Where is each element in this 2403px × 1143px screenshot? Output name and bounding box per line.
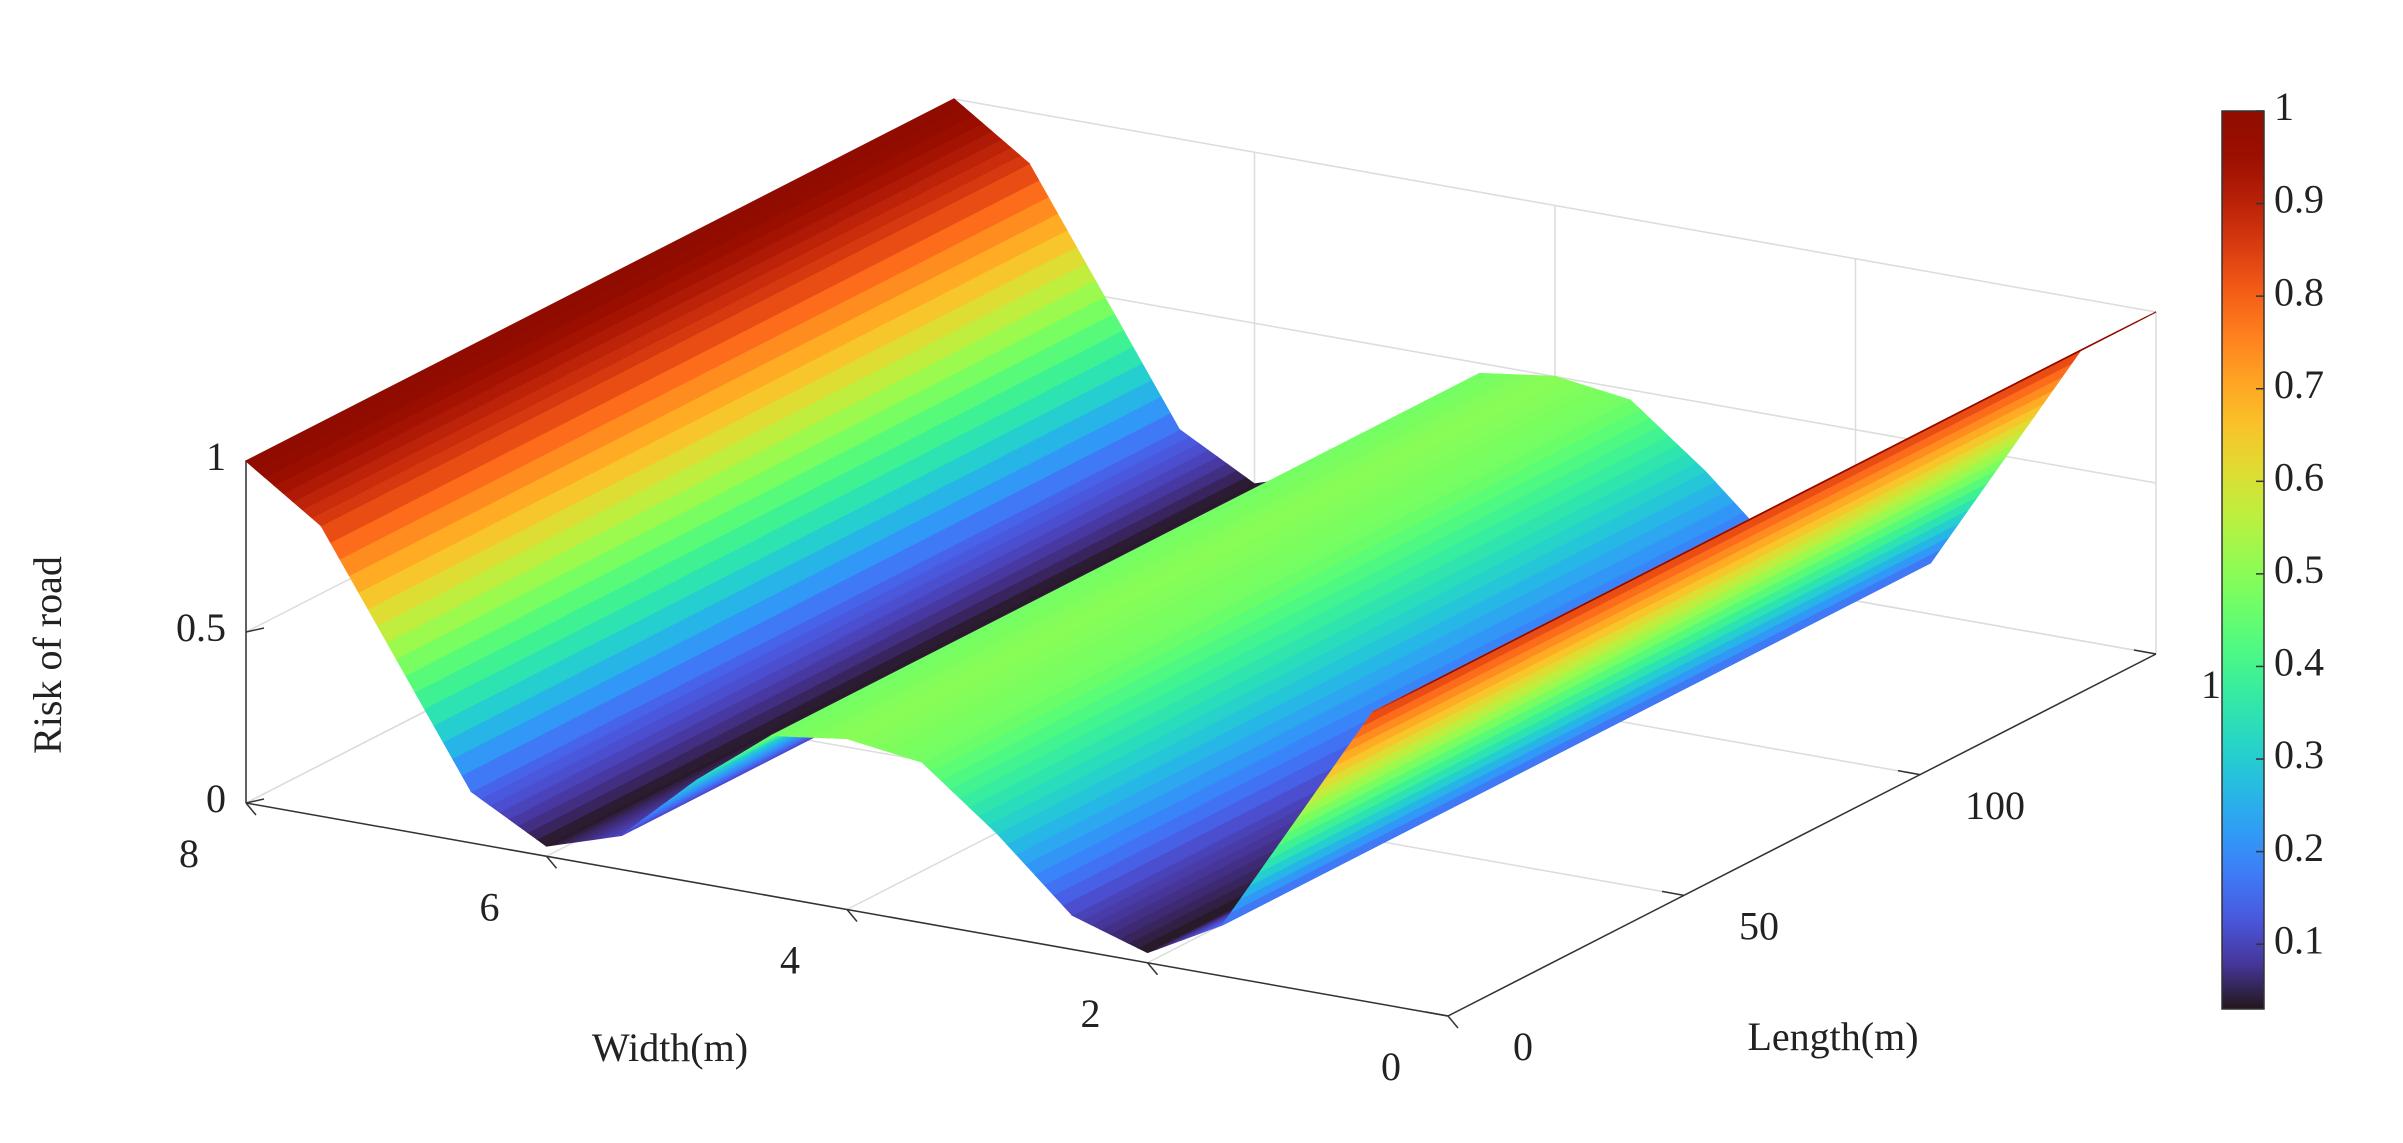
y-tick-label: 100	[1965, 783, 2025, 828]
x-tick-label: 4	[780, 938, 800, 983]
colorbar-tick-label: 0.9	[2274, 177, 2324, 222]
x-axis-label: Width(m)	[592, 1025, 748, 1070]
y-tick	[1661, 890, 1685, 897]
x-tick	[846, 909, 858, 922]
colorbar-tick-label: 1	[2274, 84, 2294, 129]
surface-patch	[1438, 311, 2157, 680]
x-tick	[545, 855, 558, 869]
z-tick	[245, 798, 265, 804]
colorbar-tick-label: 0.5	[2274, 547, 2324, 592]
y-tick	[2133, 649, 2157, 655]
x-tick	[1146, 962, 1159, 976]
x-tick-label: 8	[179, 831, 199, 876]
z-tick-label: 0	[206, 776, 226, 821]
surface-patch	[845, 375, 1566, 743]
surface-patch	[244, 98, 965, 470]
z-tick-label: 1	[206, 434, 226, 479]
z-tick	[245, 627, 265, 633]
z-tick-label: 0.5	[176, 605, 226, 650]
colorbar-tick-label: 0.8	[2274, 269, 2324, 314]
x-tick	[245, 802, 257, 816]
colorbar-tick-label: 0.4	[2274, 640, 2324, 685]
x-tick-label: 6	[480, 884, 500, 929]
colorbar-tick-label: 0.2	[2274, 825, 2324, 870]
y-tick-label: 0	[1513, 1024, 1533, 1069]
colorbar	[2221, 110, 2265, 1010]
colorbar-tick-label: 0.6	[2274, 454, 2324, 499]
y-tick-label: 50	[1739, 904, 1779, 949]
y-tick	[1425, 1011, 1449, 1017]
colorbar-tick-label: 0.3	[2274, 732, 2324, 777]
colorbar-tick-label: 0.1	[2274, 917, 2324, 962]
grid-line	[953, 98, 2157, 313]
z-axis-label: Risk of road	[25, 556, 70, 754]
y-axis-label: Length(m)	[1747, 1014, 1918, 1059]
y-axis	[1447, 653, 2157, 1017]
y-tick	[1897, 769, 1921, 776]
x-tick-label: 0	[1381, 1044, 1401, 1089]
colorbar-tick-label: 0.7	[2274, 362, 2324, 407]
x-tick	[1447, 1015, 1459, 1029]
x-tick-label: 2	[1081, 991, 1101, 1036]
